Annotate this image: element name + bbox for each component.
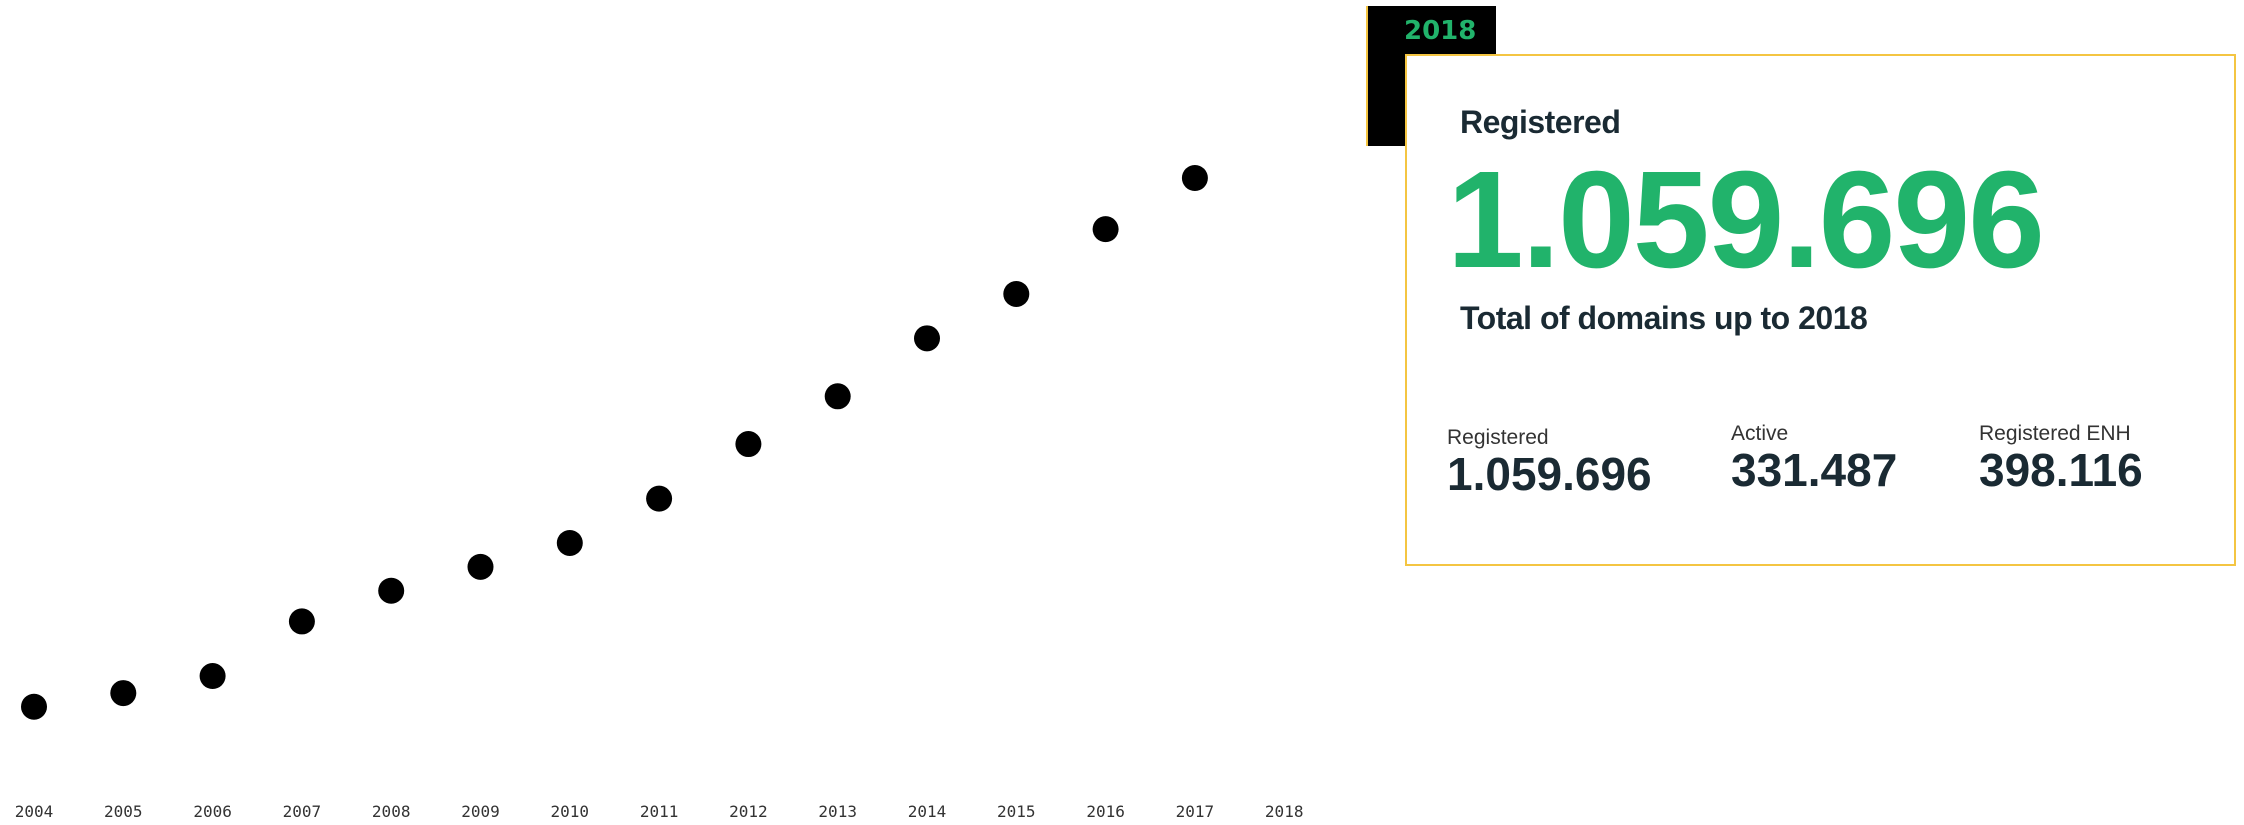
data-point[interactable] — [467, 553, 494, 580]
stat-registered-enh-label: Registered ENH — [1979, 422, 2131, 445]
stat-registered: Registered 1.059.696 — [1447, 426, 1652, 498]
data-point[interactable] — [646, 485, 673, 512]
total-registered-value: 1.059.696 — [1447, 143, 2045, 297]
x-tick-label: 2013 — [818, 802, 857, 821]
x-tick-label: 2008 — [372, 802, 411, 821]
timeline-chart: 2004 2005 2006 2007 2008 2009 2010 2011 2012 2013… — [15, 165, 1304, 821]
x-tick-label: 2011 — [640, 802, 679, 821]
data-point[interactable] — [914, 325, 940, 352]
x-tick-label: 2016 — [1086, 802, 1125, 821]
data-point[interactable] — [199, 663, 226, 690]
data-point[interactable] — [110, 680, 137, 707]
data-point[interactable] — [1003, 280, 1030, 307]
x-tick-label: 2010 — [551, 802, 590, 821]
stat-registered-enh-value: 398.116 — [1979, 444, 2143, 496]
year-tab-label: 2018 — [1404, 16, 1477, 46]
stat-registered-value: 1.059.696 — [1447, 448, 1652, 500]
x-tick-label: 2007 — [283, 802, 322, 821]
x-axis-labels: 2004 2005 2006 2007 2008 2009 2010 2011 2012 2013… — [15, 802, 1304, 821]
stat-registered-label: Registered — [1447, 426, 1549, 449]
stat-registered-enh: Registered ENH 398.116 — [1979, 422, 2143, 494]
x-tick-label: 2006 — [193, 802, 232, 821]
data-point[interactable] — [735, 431, 762, 458]
x-tick-label: 2012 — [729, 802, 768, 821]
data-point[interactable] — [288, 608, 315, 635]
data-point[interactable] — [378, 577, 405, 604]
data-point[interactable] — [824, 383, 851, 410]
card-heading: Registered — [1460, 104, 1621, 140]
x-tick-label: 2009 — [461, 802, 500, 821]
summary-card: Registered 1.059.696 Total of domains up… — [1405, 54, 2236, 566]
x-tick-label: 2005 — [104, 802, 143, 821]
x-tick-label: 2015 — [997, 802, 1036, 821]
data-point[interactable] — [21, 693, 47, 720]
data-point[interactable] — [556, 529, 583, 556]
x-tick-label: 2014 — [908, 802, 947, 821]
stat-active: Active 331.487 — [1731, 422, 1897, 494]
stat-active-value: 331.487 — [1731, 444, 1898, 496]
card-subtitle: Total of domains up to 2018 — [1460, 300, 1868, 336]
data-points — [21, 165, 1208, 720]
data-point[interactable] — [1181, 165, 1208, 191]
x-tick-label: 2017 — [1176, 802, 1215, 821]
stat-active-label: Active — [1731, 422, 1789, 445]
x-tick-label: 2018 — [1265, 802, 1304, 821]
data-point[interactable] — [1092, 216, 1119, 243]
x-tick-label: 2004 — [15, 802, 54, 821]
